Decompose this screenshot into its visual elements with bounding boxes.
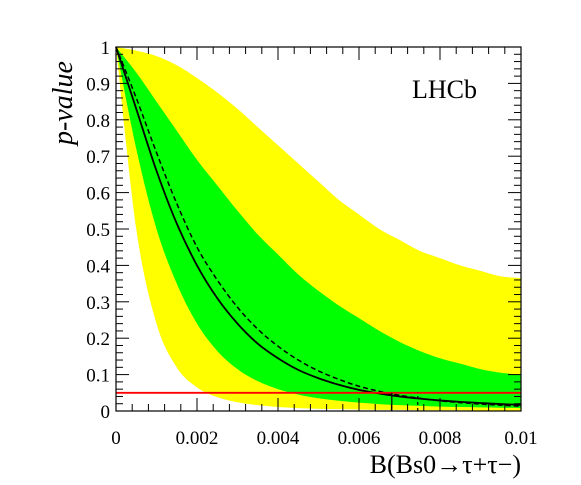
x-tick-label: 0.008 — [419, 428, 462, 449]
y-tick-label: 0.1 — [86, 366, 110, 387]
x-tick-labels: 0 0.002 0.004 0.006 0.008 0.01 — [111, 428, 537, 449]
y-axis-label: p-value — [48, 61, 79, 147]
x-tick-label: 0 — [111, 428, 121, 449]
plot-frame — [115, 46, 522, 412]
y-tick-label: 0 — [101, 402, 111, 423]
y-tick-label: 0.3 — [86, 293, 110, 314]
y-tick-label: 0.7 — [86, 147, 110, 168]
y-tick-label: 0.9 — [86, 74, 110, 95]
y-tick-label: 0.8 — [86, 111, 110, 132]
y-tick-labels: 0 0.1 0.2 0.3 0.4 0.5 0.6 0.7 0.8 0.9 1 — [86, 38, 110, 423]
x-axis-label: B(Bs0→τ+τ−) — [370, 450, 521, 479]
y-tick-label: 0.6 — [86, 184, 110, 205]
y-tick-label: 0.2 — [86, 329, 110, 350]
lhcb-label: LHCb — [412, 75, 477, 104]
band-1sigma — [116, 47, 521, 409]
axis-ticks — [115, 46, 522, 412]
observed-curve — [115, 46, 522, 406]
y-tick-label: 0.4 — [86, 256, 110, 277]
x-tick-label: 0.004 — [257, 428, 300, 449]
x-tick-label: 0.006 — [338, 428, 381, 449]
y-tick-label: 0.5 — [86, 220, 110, 241]
x-tick-label: 0.002 — [176, 428, 219, 449]
plot-area — [115, 46, 522, 411]
x-tick-label: 0.01 — [504, 428, 537, 449]
y-tick-label: 1 — [101, 38, 111, 59]
